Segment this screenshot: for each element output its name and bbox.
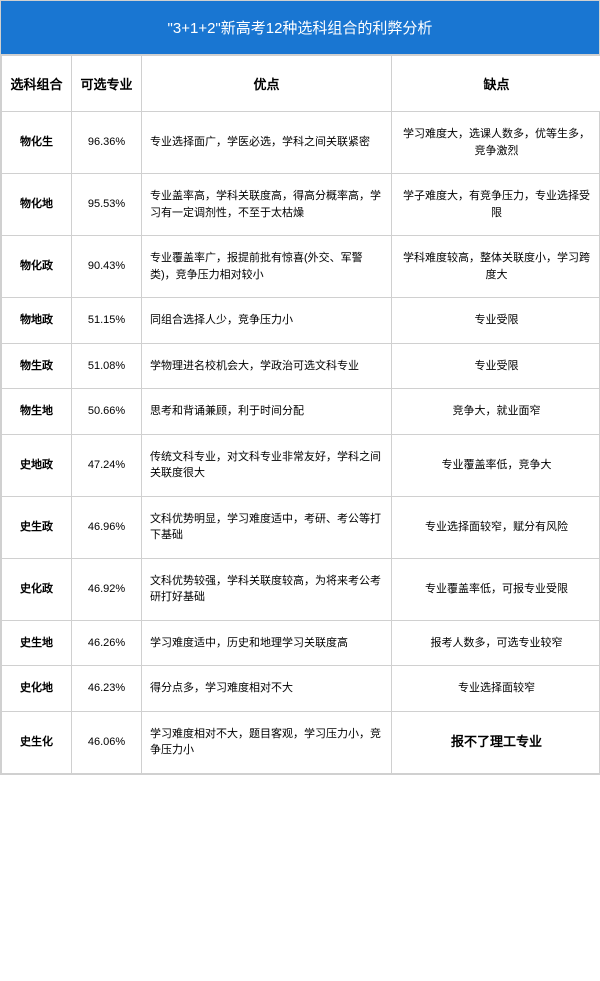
cell-percent: 46.26% <box>72 620 142 666</box>
cell-combo: 物生政 <box>2 343 72 389</box>
cell-percent: 46.92% <box>72 558 142 620</box>
table-row: 史化地46.23%得分点多，学习难度相对不大专业选择面较窄 <box>2 666 600 712</box>
cell-pros: 文科优势较强，学科关联度较高，为将来考公考研打好基础 <box>142 558 392 620</box>
cell-combo: 史生地 <box>2 620 72 666</box>
cell-cons: 专业选择面较窄，赋分有风险 <box>392 496 600 558</box>
cell-pros: 学习难度相对不大，题目客观，学习压力小，竞争压力小 <box>142 711 392 773</box>
cell-pros: 得分点多，学习难度相对不大 <box>142 666 392 712</box>
table-container: "3+1+2"新高考12种选科组合的利弊分析 选科组合 可选专业 优点 缺点 物… <box>0 0 600 775</box>
cell-cons: 报考人数多，可选专业较窄 <box>392 620 600 666</box>
cell-pros: 专业覆盖率广，报提前批有惊喜(外交、军警类)，竞争压力相对较小 <box>142 236 392 298</box>
cell-combo: 物生地 <box>2 389 72 435</box>
table-row: 史生地46.26%学习难度适中，历史和地理学习关联度高报考人数多，可选专业较窄 <box>2 620 600 666</box>
cell-pros: 同组合选择人少，竞争压力小 <box>142 298 392 344</box>
cell-cons: 学习难度大，选课人数多，优等生多，竞争激烈 <box>392 112 600 174</box>
cell-combo: 物化政 <box>2 236 72 298</box>
cell-percent: 95.53% <box>72 174 142 236</box>
cell-percent: 46.06% <box>72 711 142 773</box>
cell-pros: 专业选择面广，学医必选，学科之间关联紧密 <box>142 112 392 174</box>
cell-cons: 学子难度大，有竞争压力，专业选择受限 <box>392 174 600 236</box>
cell-percent: 47.24% <box>72 434 142 496</box>
table-row: 物生政51.08%学物理进名校机会大，学政治可选文科专业专业受限 <box>2 343 600 389</box>
analysis-table: 选科组合 可选专业 优点 缺点 物化生96.36%专业选择面广，学医必选，学科之… <box>1 55 600 774</box>
cell-combo: 史生政 <box>2 496 72 558</box>
cell-combo: 史化政 <box>2 558 72 620</box>
cell-combo: 物地政 <box>2 298 72 344</box>
table-row: 史生政46.96%文科优势明显，学习难度适中，考研、考公等打下基础专业选择面较窄… <box>2 496 600 558</box>
cell-percent: 96.36% <box>72 112 142 174</box>
cell-pros: 传统文科专业，对文科专业非常友好，学科之间关联度很大 <box>142 434 392 496</box>
table-row: 物化政90.43%专业覆盖率广，报提前批有惊喜(外交、军警类)，竞争压力相对较小… <box>2 236 600 298</box>
table-row: 物化地95.53%专业盖率高，学科关联度高，得高分概率高，学习有一定调剂性，不至… <box>2 174 600 236</box>
cell-cons: 报不了理工专业 <box>392 711 600 773</box>
cell-combo: 物化生 <box>2 112 72 174</box>
table-row: 史化政46.92%文科优势较强，学科关联度较高，为将来考公考研打好基础专业覆盖率… <box>2 558 600 620</box>
cell-cons: 专业选择面较窄 <box>392 666 600 712</box>
cell-combo: 史地政 <box>2 434 72 496</box>
column-header-cons: 缺点 <box>392 56 600 112</box>
column-header-percent: 可选专业 <box>72 56 142 112</box>
cell-pros: 文科优势明显，学习难度适中，考研、考公等打下基础 <box>142 496 392 558</box>
cell-percent: 90.43% <box>72 236 142 298</box>
page-title: "3+1+2"新高考12种选科组合的利弊分析 <box>1 1 599 55</box>
cell-percent: 50.66% <box>72 389 142 435</box>
column-header-combo: 选科组合 <box>2 56 72 112</box>
cell-cons: 专业覆盖率低，竞争大 <box>392 434 600 496</box>
cell-cons: 学科难度较高，整体关联度小，学习跨度大 <box>392 236 600 298</box>
cell-percent: 51.08% <box>72 343 142 389</box>
table-row: 史地政47.24%传统文科专业，对文科专业非常友好，学科之间关联度很大专业覆盖率… <box>2 434 600 496</box>
cell-percent: 46.96% <box>72 496 142 558</box>
cell-cons: 专业覆盖率低，可报专业受限 <box>392 558 600 620</box>
table-header-row: 选科组合 可选专业 优点 缺点 <box>2 56 600 112</box>
table-row: 史生化46.06%学习难度相对不大，题目客观，学习压力小，竞争压力小报不了理工专… <box>2 711 600 773</box>
cell-pros: 专业盖率高，学科关联度高，得高分概率高，学习有一定调剂性，不至于太枯燥 <box>142 174 392 236</box>
table-row: 物生地50.66%思考和背诵兼顾，利于时间分配竞争大，就业面窄 <box>2 389 600 435</box>
column-header-pros: 优点 <box>142 56 392 112</box>
cell-pros: 学物理进名校机会大，学政治可选文科专业 <box>142 343 392 389</box>
cell-percent: 51.15% <box>72 298 142 344</box>
cell-combo: 物化地 <box>2 174 72 236</box>
cell-combo: 史化地 <box>2 666 72 712</box>
cell-percent: 46.23% <box>72 666 142 712</box>
table-row: 物地政51.15%同组合选择人少，竞争压力小专业受限 <box>2 298 600 344</box>
table-body: 物化生96.36%专业选择面广，学医必选，学科之间关联紧密学习难度大，选课人数多… <box>2 112 600 774</box>
table-row: 物化生96.36%专业选择面广，学医必选，学科之间关联紧密学习难度大，选课人数多… <box>2 112 600 174</box>
cell-cons: 专业受限 <box>392 343 600 389</box>
cell-cons: 竞争大，就业面窄 <box>392 389 600 435</box>
cell-pros: 思考和背诵兼顾，利于时间分配 <box>142 389 392 435</box>
cell-combo: 史生化 <box>2 711 72 773</box>
cell-pros: 学习难度适中，历史和地理学习关联度高 <box>142 620 392 666</box>
cell-cons: 专业受限 <box>392 298 600 344</box>
